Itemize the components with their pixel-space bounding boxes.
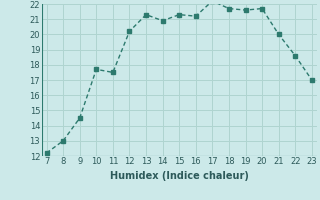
X-axis label: Humidex (Indice chaleur): Humidex (Indice chaleur) — [110, 171, 249, 181]
